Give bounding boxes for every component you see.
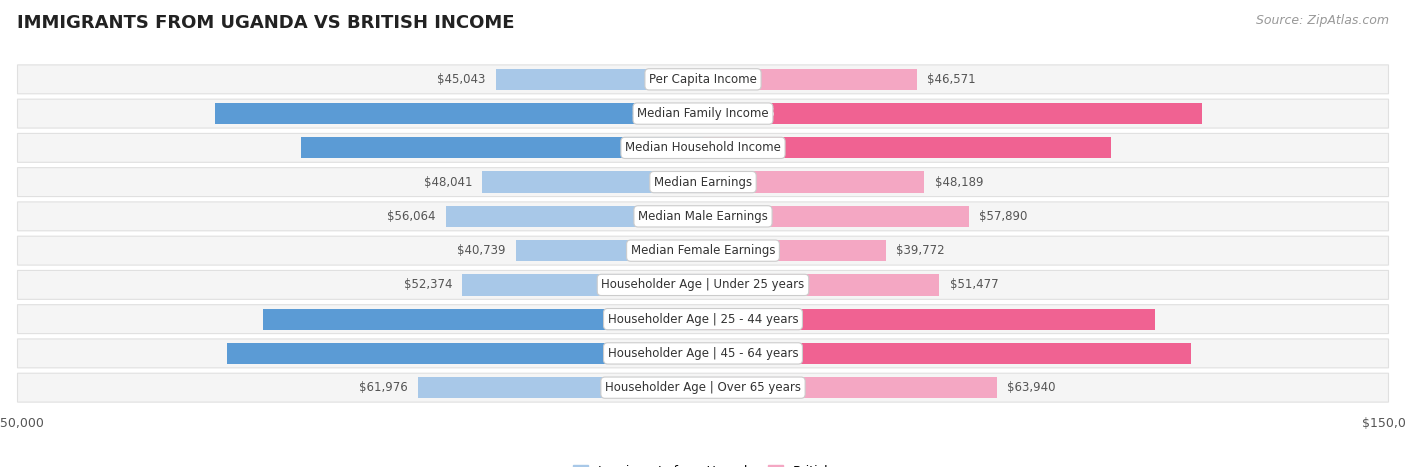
Text: $87,553: $87,553 xyxy=(638,142,693,155)
Text: $39,772: $39,772 xyxy=(896,244,945,257)
Text: Per Capita Income: Per Capita Income xyxy=(650,73,756,86)
Bar xyxy=(516,240,703,261)
Bar xyxy=(703,206,969,227)
FancyBboxPatch shape xyxy=(17,236,1389,265)
Text: Median Family Income: Median Family Income xyxy=(637,107,769,120)
Bar xyxy=(263,309,703,330)
Text: $106,264: $106,264 xyxy=(713,347,775,360)
Bar xyxy=(301,137,703,158)
FancyBboxPatch shape xyxy=(17,134,1389,163)
FancyBboxPatch shape xyxy=(17,99,1389,128)
Text: $88,914: $88,914 xyxy=(713,142,768,155)
FancyBboxPatch shape xyxy=(17,339,1389,368)
Text: Source: ZipAtlas.com: Source: ZipAtlas.com xyxy=(1256,14,1389,27)
Text: $63,940: $63,940 xyxy=(1007,381,1056,394)
Text: Householder Age | Over 65 years: Householder Age | Over 65 years xyxy=(605,381,801,394)
Text: $48,189: $48,189 xyxy=(935,176,983,189)
Legend: Immigrants from Uganda, British: Immigrants from Uganda, British xyxy=(568,460,838,467)
Text: $51,477: $51,477 xyxy=(950,278,998,291)
Text: $46,571: $46,571 xyxy=(927,73,976,86)
Bar xyxy=(703,103,1202,124)
Text: $40,739: $40,739 xyxy=(457,244,506,257)
Text: Median Earnings: Median Earnings xyxy=(654,176,752,189)
Bar xyxy=(703,240,886,261)
FancyBboxPatch shape xyxy=(17,270,1389,299)
Text: $95,698: $95,698 xyxy=(638,312,693,325)
FancyBboxPatch shape xyxy=(17,304,1389,333)
Bar xyxy=(703,309,1154,330)
Text: Householder Age | 45 - 64 years: Householder Age | 45 - 64 years xyxy=(607,347,799,360)
Bar xyxy=(419,377,703,398)
Text: $57,890: $57,890 xyxy=(979,210,1028,223)
Bar xyxy=(703,343,1191,364)
Bar xyxy=(703,377,997,398)
Text: $45,043: $45,043 xyxy=(437,73,486,86)
Bar xyxy=(703,171,924,193)
Bar xyxy=(228,343,703,364)
FancyBboxPatch shape xyxy=(17,202,1389,231)
Bar xyxy=(703,137,1111,158)
FancyBboxPatch shape xyxy=(17,168,1389,197)
Bar xyxy=(703,69,917,90)
Text: $103,584: $103,584 xyxy=(631,347,693,360)
Text: Householder Age | Under 25 years: Householder Age | Under 25 years xyxy=(602,278,804,291)
Bar xyxy=(496,69,703,90)
FancyBboxPatch shape xyxy=(17,373,1389,402)
Text: Median Household Income: Median Household Income xyxy=(626,142,780,155)
Text: $52,374: $52,374 xyxy=(404,278,453,291)
Bar xyxy=(703,274,939,296)
Text: Median Male Earnings: Median Male Earnings xyxy=(638,210,768,223)
Text: $108,705: $108,705 xyxy=(713,107,775,120)
Text: $56,064: $56,064 xyxy=(387,210,436,223)
Text: $48,041: $48,041 xyxy=(423,176,472,189)
FancyBboxPatch shape xyxy=(17,65,1389,94)
Text: $61,976: $61,976 xyxy=(360,381,408,394)
Bar xyxy=(446,206,703,227)
Text: IMMIGRANTS FROM UGANDA VS BRITISH INCOME: IMMIGRANTS FROM UGANDA VS BRITISH INCOME xyxy=(17,14,515,32)
Text: Householder Age | 25 - 44 years: Householder Age | 25 - 44 years xyxy=(607,312,799,325)
Bar xyxy=(463,274,703,296)
Text: $106,188: $106,188 xyxy=(631,107,693,120)
Text: $98,359: $98,359 xyxy=(713,312,768,325)
Bar xyxy=(215,103,703,124)
Bar xyxy=(482,171,703,193)
Text: Median Female Earnings: Median Female Earnings xyxy=(631,244,775,257)
